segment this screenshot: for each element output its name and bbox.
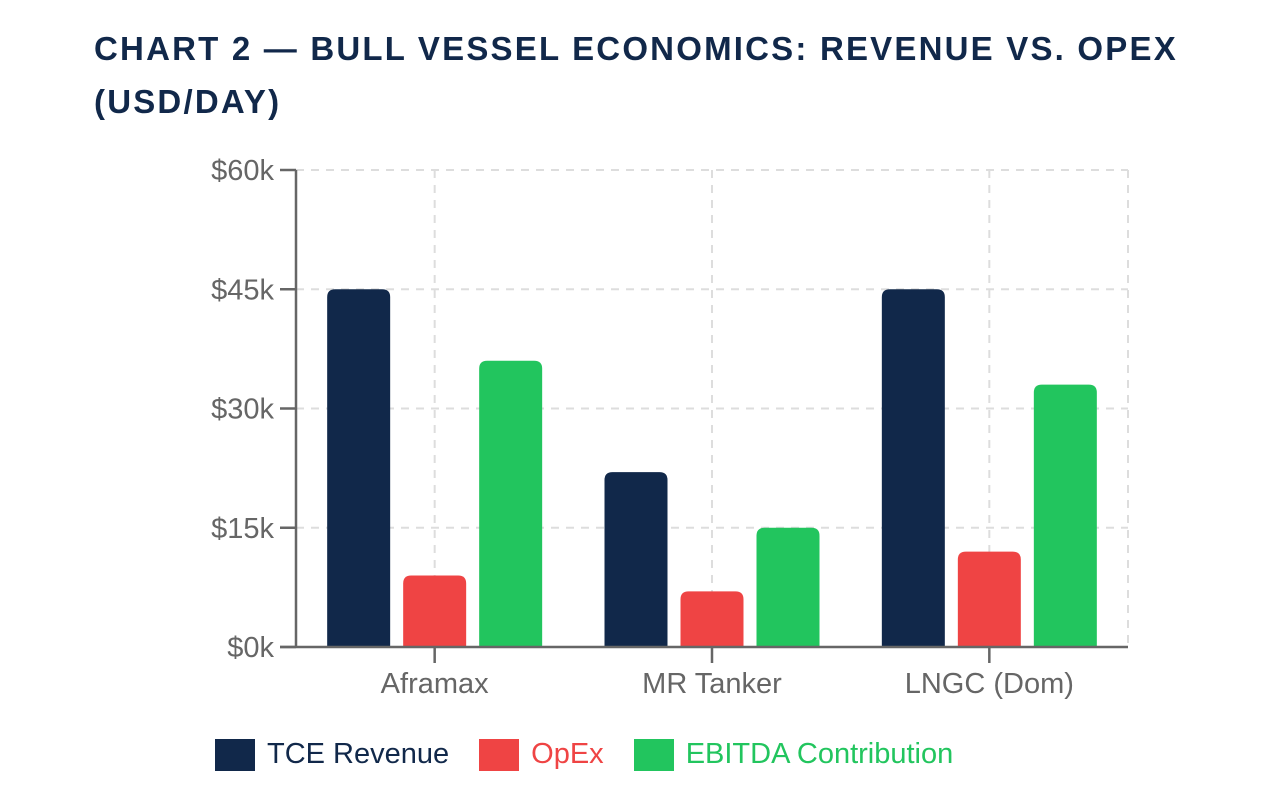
bar-tce-revenue-aframax [327, 289, 391, 647]
x-axis-ticks: Aframax MR Tanker LNGC (Dom) [381, 647, 1074, 700]
legend-item[interactable]: TCE Revenue [215, 738, 449, 771]
legend-swatch [479, 738, 520, 771]
legend-label: EBITDA Contribution [685, 738, 954, 770]
bar-chart: $0k $15k $30k $45k $60k Aframax MR Tanker LNGC… [211, 155, 1129, 700]
legend-swatch [633, 738, 674, 771]
bar-tce-revenue-lngc-dom- [881, 289, 945, 647]
bar-ebitda-contribution-aframax [479, 360, 543, 647]
legend: TCE Revenue OpEx EBITDA Contribution [215, 738, 983, 771]
bar-opex-lngc-dom- [957, 551, 1021, 647]
bar-opex-aframax [403, 575, 467, 647]
bar-ebitda-contribution-lngc-dom- [1033, 384, 1097, 647]
bar-ebitda-contribution-mr-tanker [756, 527, 820, 647]
bar-tce-revenue-mr-tanker [604, 472, 668, 647]
legend-item[interactable]: OpEx [479, 738, 604, 771]
y-axis-ticks: $0k $15k $30k $45k $60k [211, 155, 296, 664]
chart-title: CHART 2 — BULL VESSEL ECONOMICS: REVENUE… [94, 30, 1178, 120]
x-tick-label: Aframax [381, 668, 489, 700]
y-tick-label: $60k [211, 155, 274, 187]
bars [327, 289, 1097, 647]
legend-swatch [215, 738, 255, 771]
y-tick-label: $0k [227, 632, 274, 664]
bar-opex-mr-tanker [680, 591, 744, 647]
legend-item[interactable]: EBITDA Contribution [633, 738, 954, 771]
y-tick-label: $45k [211, 274, 274, 306]
y-tick-label: $15k [211, 513, 274, 545]
x-tick-label: MR Tanker [642, 668, 782, 700]
legend-label: OpEx [531, 738, 604, 770]
legend-label: TCE Revenue [267, 738, 450, 770]
grid-lines [296, 169, 1129, 647]
y-tick-label: $30k [211, 394, 274, 426]
x-tick-label: LNGC (Dom) [905, 668, 1074, 700]
